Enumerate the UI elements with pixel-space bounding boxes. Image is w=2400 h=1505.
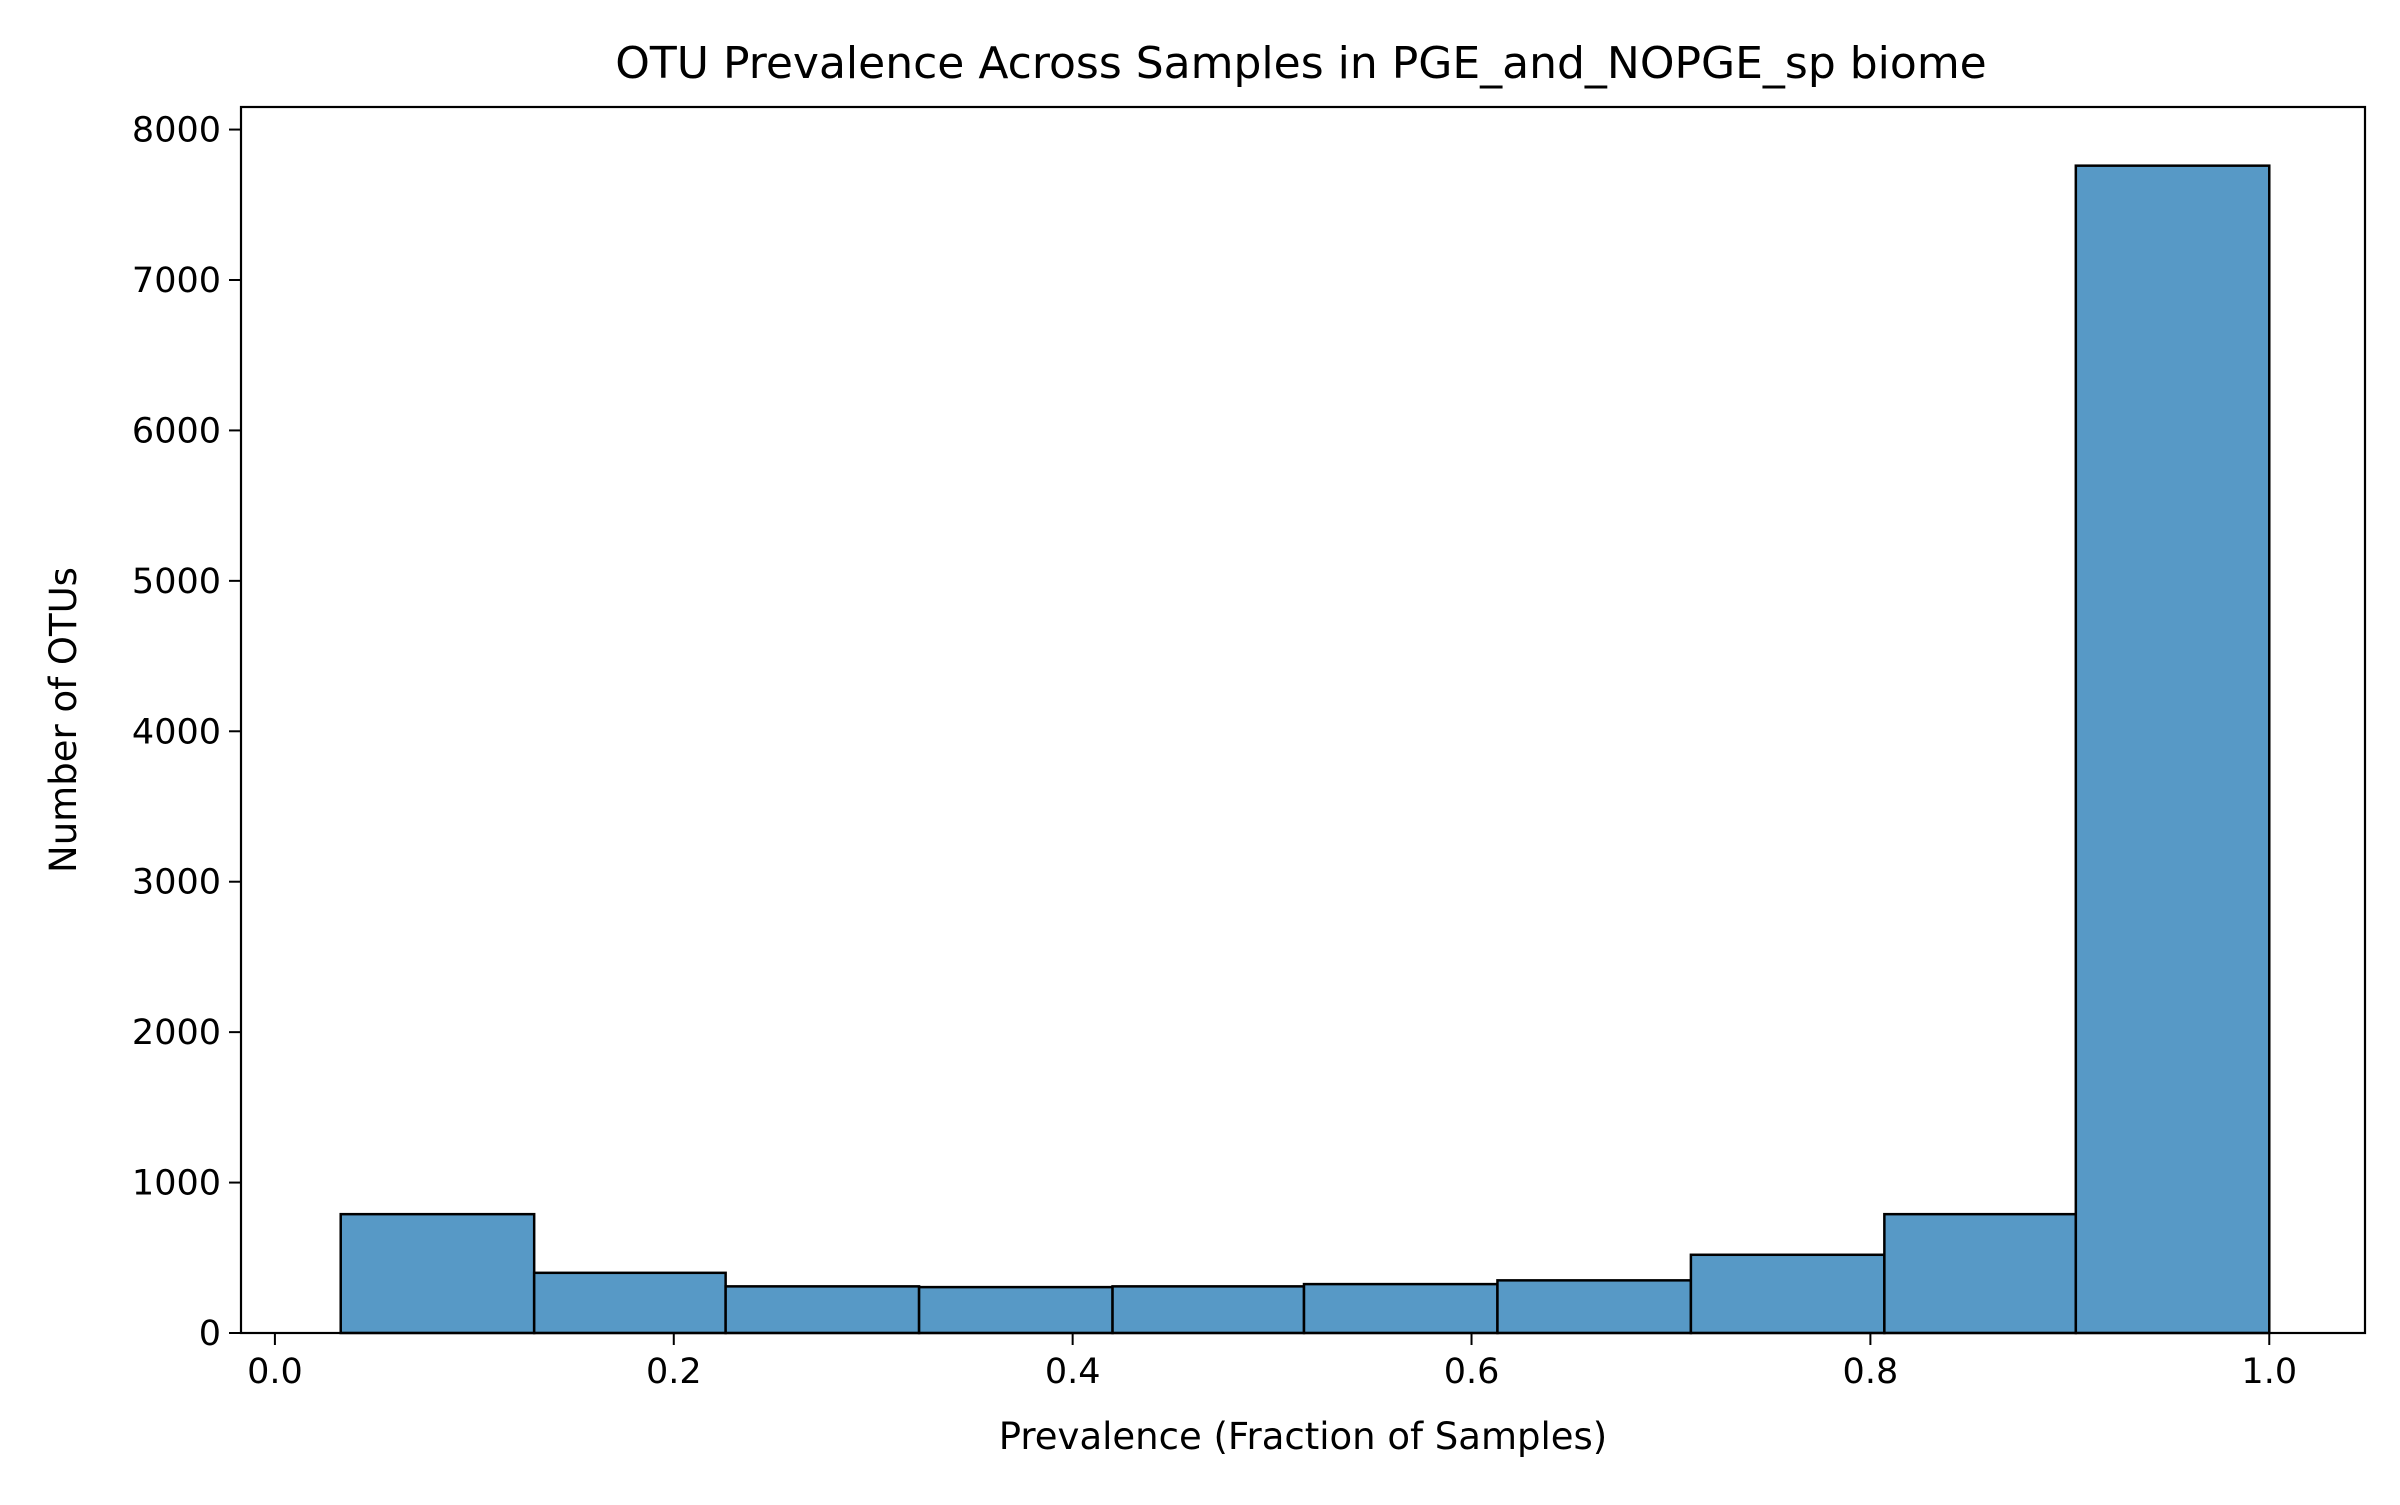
histogram-bar-4 (917, 1285, 1114, 1335)
x-tick-label-4: 0.8 (1843, 1352, 1899, 1392)
histogram-bar-3 (724, 1285, 921, 1335)
x-tick-label-1: 0.2 (646, 1352, 702, 1392)
histogram-bar-2 (532, 1271, 727, 1335)
y-tick-label-7: 7000 (132, 261, 221, 301)
chart-title: OTU Prevalence Across Samples in PGE_and… (615, 38, 1987, 89)
plot-frame (239, 105, 2367, 1335)
y-axis-label: Number of OTUs (42, 567, 85, 873)
histogram-bar-8 (1689, 1253, 1886, 1335)
bars-layer (339, 164, 2271, 1335)
y-tick-label-8: 8000 (132, 111, 221, 151)
x-tick-label-5: 1.0 (2241, 1352, 2297, 1392)
y-tick-label-3: 3000 (132, 863, 221, 903)
histogram-bar-1 (339, 1212, 536, 1335)
y-tick-label-4: 4000 (132, 712, 221, 752)
y-tick-label-5: 5000 (132, 562, 221, 602)
histogram-bar-10 (2074, 164, 2271, 1335)
y-tick-label-2: 2000 (132, 1013, 221, 1053)
y-tick-label-6: 6000 (132, 411, 221, 451)
histogram-bar-6 (1302, 1282, 1499, 1335)
y-tick-label-1: 1000 (132, 1164, 221, 1204)
x-tick-label-0: 0.0 (247, 1352, 303, 1392)
histogram-bar-5 (1111, 1285, 1306, 1335)
y-tick-label-0: 0 (199, 1314, 221, 1354)
x-tick-label-3: 0.6 (1444, 1352, 1500, 1392)
ticks-layer: 0.0 0.2 0.4 0.6 0.8 1.0 0 1000 2000 3000 4000 5000 6… (132, 111, 2297, 1392)
histogram-bar-7 (1496, 1279, 1693, 1335)
x-tick-label-2: 0.4 (1045, 1352, 1101, 1392)
x-axis-label: Prevalence (Fraction of Samples) (999, 1415, 1608, 1458)
histogram-bar-9 (1883, 1212, 2078, 1335)
